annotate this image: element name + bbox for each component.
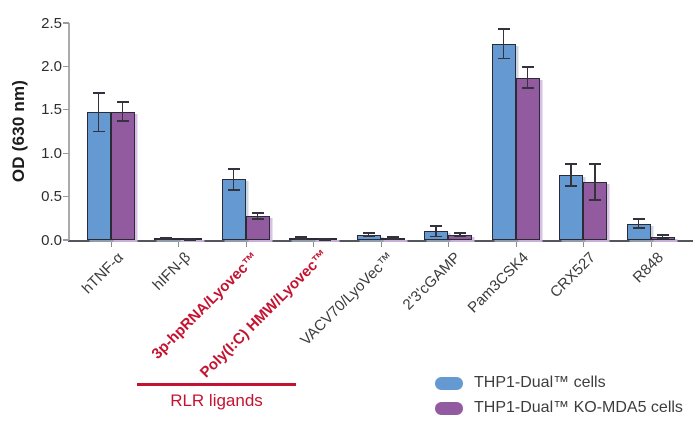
- error-bar-cap-bottom: [92, 130, 105, 133]
- error-bar-cap-top: [430, 225, 442, 227]
- error-bar-cap-bottom: [632, 226, 645, 229]
- x-tick-label: R848: [629, 249, 667, 287]
- rlr-ligands-underline: [137, 383, 296, 386]
- error-bar-cap-top: [295, 235, 307, 238]
- error-bar-line: [435, 226, 437, 237]
- x-axis-line: [68, 240, 693, 242]
- error-bar-cap-bottom: [565, 185, 577, 188]
- error-bar-cap-top: [589, 162, 601, 165]
- x-tick-label: hIFN-β: [149, 249, 195, 294]
- error-bar-cap-top: [454, 232, 466, 234]
- error-bar-cap-bottom: [386, 237, 399, 240]
- rlr-ligands-label: RLR ligands: [170, 391, 263, 410]
- x-tick-label: VACV70/LyoVec™: [296, 249, 397, 349]
- y-tick-mark: [63, 22, 69, 24]
- legend-swatch-purple: [435, 401, 463, 415]
- x-tick-mark: [583, 241, 585, 247]
- y-axis-line: [68, 23, 70, 241]
- y-tick-mark: [63, 109, 69, 111]
- x-tick-mark: [515, 241, 517, 247]
- error-bar-cap-top: [497, 28, 510, 30]
- x-tick-mark: [448, 241, 450, 247]
- legend-item: THP1-Dual™ KO-MDA5 cells: [435, 399, 683, 417]
- error-bar-cap-top: [632, 218, 645, 221]
- error-bar-cap-top: [656, 234, 669, 237]
- y-tick-mark: [63, 65, 69, 68]
- y-tick-label: 1.0: [41, 144, 62, 162]
- x-tick-mark: [650, 241, 652, 247]
- error-bar-cap-top: [521, 66, 534, 69]
- error-bar-cap-bottom: [497, 57, 510, 60]
- legend-swatch-blue: [435, 376, 463, 390]
- error-bar-line: [526, 67, 529, 89]
- error-bar-line: [637, 219, 640, 228]
- error-bar-cap-bottom: [521, 87, 534, 89]
- bar-series1-cat6: [515, 77, 540, 240]
- x-tick-mark: [110, 241, 112, 247]
- error-bar-cap-top: [362, 232, 375, 235]
- error-bar-cap-bottom: [184, 238, 196, 241]
- bar-series1-cat0: [110, 111, 135, 240]
- error-bar-cap-bottom: [656, 237, 669, 240]
- error-bar-cap-bottom: [319, 238, 331, 241]
- error-bar-cap-top: [565, 162, 577, 165]
- error-bar-cap-bottom: [227, 188, 240, 191]
- error-bar-line: [594, 163, 596, 201]
- error-bar-line: [97, 93, 100, 132]
- y-tick-mark: [63, 239, 69, 241]
- y-tick-label: 0.5: [41, 188, 62, 206]
- error-bar-cap-top: [160, 237, 172, 239]
- bar-series1-cat2: [245, 215, 270, 240]
- y-tick-label: 0.0: [41, 231, 62, 249]
- error-bar-cap-top: [386, 236, 399, 238]
- error-bar-line: [256, 212, 259, 219]
- x-tick-label: CRX527: [546, 249, 600, 302]
- error-bar-cap-top: [92, 92, 105, 95]
- error-bar-line: [300, 236, 302, 239]
- error-bar-line: [367, 233, 370, 237]
- x-tick-label: 2'3'cGAMP: [399, 249, 465, 314]
- x-tick-label: 3p-hpRNA/Lyovec™: [147, 249, 262, 363]
- error-bar-cap-bottom: [362, 235, 375, 238]
- y-tick-label: 2.0: [41, 57, 62, 75]
- error-bar-line: [232, 168, 235, 190]
- error-bar-line: [570, 163, 572, 187]
- y-tick-label: 1.5: [41, 101, 62, 119]
- error-bar-cap-bottom: [430, 235, 442, 238]
- x-tick-mark: [313, 241, 315, 247]
- legend-item: THP1-Dual™ cells: [435, 374, 683, 392]
- x-tick-mark: [178, 241, 180, 247]
- x-tick-label: Poly(I:C) HMW/Lyovec™: [196, 246, 332, 382]
- x-tick-mark: [245, 241, 247, 247]
- legend-label: THP1-Dual™ cells: [474, 374, 606, 391]
- y-tick-label: 2.5: [41, 14, 62, 32]
- error-bar-line: [459, 233, 461, 237]
- error-bar-cap-bottom: [454, 235, 466, 238]
- error-bar-cap-bottom: [589, 199, 601, 201]
- y-axis-title: OD (630 nm): [9, 79, 28, 183]
- error-bar-cap-top: [116, 101, 129, 103]
- error-bar-line: [502, 29, 505, 59]
- legend: THP1-Dual™ cells THP1-Dual™ KO-MDA5 cell…: [435, 374, 683, 424]
- error-bar-line: [661, 235, 664, 239]
- error-bar-cap-top: [227, 167, 240, 170]
- error-bar-cap-bottom: [295, 237, 307, 240]
- y-tick-mark: [63, 152, 69, 154]
- error-bar-cap-bottom: [251, 217, 264, 220]
- bar-series0-cat0: [86, 112, 111, 240]
- x-tick-label: hTNF-α: [78, 249, 127, 298]
- error-bar-cap-bottom: [116, 120, 129, 122]
- error-bar-line: [121, 101, 124, 122]
- bar-series0-cat6: [491, 43, 516, 240]
- y-tick-mark: [63, 195, 69, 198]
- x-tick-label: Pam3CSK4: [464, 249, 532, 317]
- legend-label: THP1-Dual™ KO-MDA5 cells: [474, 399, 683, 416]
- error-bar-cap-bottom: [160, 238, 172, 241]
- x-tick-mark: [380, 241, 382, 247]
- error-bar-cap-top: [251, 211, 264, 214]
